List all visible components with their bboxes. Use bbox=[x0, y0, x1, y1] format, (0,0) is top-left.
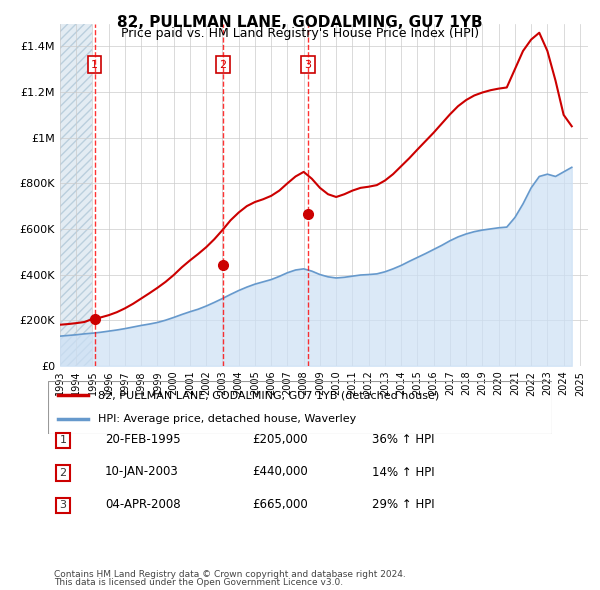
Text: £205,000: £205,000 bbox=[252, 433, 308, 446]
Text: 1: 1 bbox=[59, 435, 67, 445]
Bar bbox=[56, 465, 70, 481]
Text: £440,000: £440,000 bbox=[252, 466, 308, 478]
Text: 20-FEB-1995: 20-FEB-1995 bbox=[105, 433, 181, 446]
Text: 36% ↑ HPI: 36% ↑ HPI bbox=[372, 433, 434, 446]
Text: 2: 2 bbox=[220, 60, 227, 70]
Text: HPI: Average price, detached house, Waverley: HPI: Average price, detached house, Wave… bbox=[98, 414, 356, 424]
Text: 10-JAN-2003: 10-JAN-2003 bbox=[105, 466, 179, 478]
Text: 2: 2 bbox=[59, 468, 67, 478]
Bar bbox=[56, 497, 70, 513]
Bar bbox=[56, 432, 70, 448]
Text: 1: 1 bbox=[91, 60, 98, 70]
Text: Contains HM Land Registry data © Crown copyright and database right 2024.: Contains HM Land Registry data © Crown c… bbox=[54, 571, 406, 579]
Text: £665,000: £665,000 bbox=[252, 498, 308, 511]
Text: Price paid vs. HM Land Registry's House Price Index (HPI): Price paid vs. HM Land Registry's House … bbox=[121, 27, 479, 40]
Text: 82, PULLMAN LANE, GODALMING, GU7 1YB: 82, PULLMAN LANE, GODALMING, GU7 1YB bbox=[117, 15, 483, 30]
Text: 04-APR-2008: 04-APR-2008 bbox=[105, 498, 181, 511]
Text: This data is licensed under the Open Government Licence v3.0.: This data is licensed under the Open Gov… bbox=[54, 578, 343, 587]
Text: 3: 3 bbox=[305, 60, 311, 70]
Text: 14% ↑ HPI: 14% ↑ HPI bbox=[372, 466, 434, 478]
Text: 82, PULLMAN LANE, GODALMING, GU7 1YB (detached house): 82, PULLMAN LANE, GODALMING, GU7 1YB (de… bbox=[98, 391, 440, 401]
Text: 29% ↑ HPI: 29% ↑ HPI bbox=[372, 498, 434, 511]
Text: 3: 3 bbox=[59, 500, 67, 510]
